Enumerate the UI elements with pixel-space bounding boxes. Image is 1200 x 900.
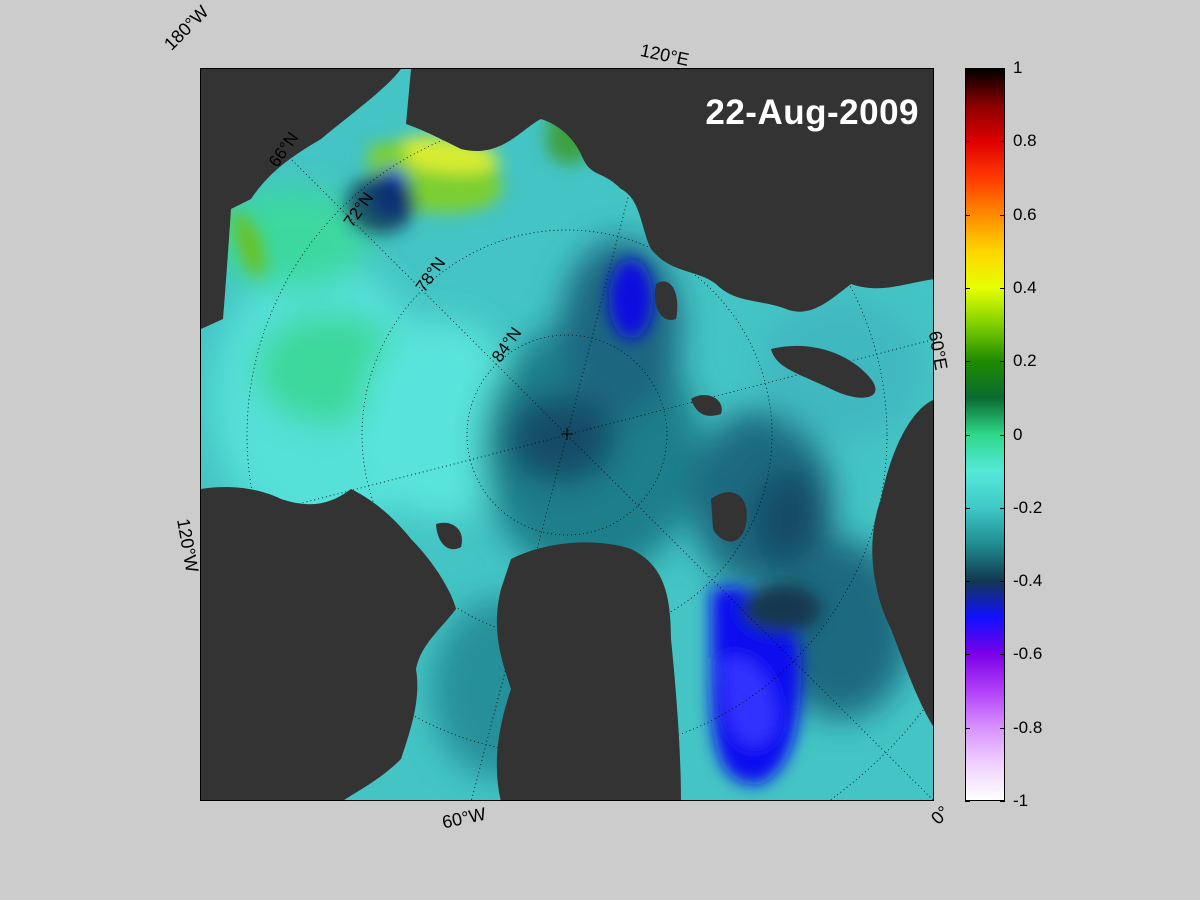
north-pole-marker [561, 428, 573, 440]
colorbar-tick-label: 0.4 [1013, 277, 1037, 297]
colorbar-tick-mark [965, 68, 970, 69]
canadian-archipelago [201, 487, 456, 800]
siberia-landmass [406, 69, 933, 312]
colorbar-tick-mark [965, 654, 970, 656]
colorbar-tick-mark [1000, 654, 1005, 656]
colorbar-tick-mark [965, 214, 970, 216]
scandinavia-landmass [872, 400, 933, 726]
date-label: 22-Aug-2009 [705, 93, 919, 132]
colorbar-tick-label: 0.8 [1013, 131, 1037, 151]
baffin-island [260, 650, 370, 773]
colorbar-tick-mark [965, 361, 970, 363]
svalbard-island [711, 492, 747, 542]
graticule [201, 69, 933, 800]
colorbar-tick-mark [1000, 801, 1005, 802]
colorbar-tick-mark [1000, 287, 1005, 289]
colorbar-tick-mark [1000, 507, 1005, 509]
colorbar-tick-label: 0.2 [1013, 351, 1037, 371]
colorbar [965, 68, 1005, 801]
colorbar-tick-label: 1 [1013, 58, 1023, 77]
colorbar-tick-mark [1000, 214, 1005, 216]
colorbar-tick-mark [965, 581, 970, 583]
map-panel: 22-Aug-2009 [200, 68, 934, 801]
colorbar-tick-label: -0.4 [1013, 571, 1043, 591]
novaya-zemlya-island [771, 345, 876, 398]
colorbar-tick-mark [1000, 727, 1005, 729]
colorbar-tick-label: 0 [1013, 424, 1023, 444]
lon-label-0: 0° [927, 801, 954, 829]
colorbar-tick-mark [1000, 434, 1005, 436]
colorbar-tick-mark [1000, 361, 1005, 363]
colorbar-tick-mark [965, 141, 970, 143]
franz-josef-island [691, 394, 722, 416]
colorbar-tick-label: -0.6 [1013, 644, 1043, 664]
colorbar-tick-label: 0.6 [1013, 204, 1037, 224]
colorbar-tick-mark [965, 801, 970, 802]
landmasses [201, 69, 933, 800]
colorbar-tick-mark [965, 434, 970, 436]
colorbar-tick-mark [965, 507, 970, 509]
severnaya-zemlya-island [654, 281, 678, 320]
lon-label-120e: 120°E [638, 40, 691, 70]
lon-label-60w: 60°W [440, 803, 488, 833]
colorbar-tick-mark [1000, 581, 1005, 583]
colorbar-tick-mark [965, 287, 970, 289]
colorbar-tick-mark [965, 727, 970, 729]
sea-ice-map [201, 69, 933, 800]
lon-label-180w: 180°W [160, 1, 213, 55]
colorbar-tick-mark [1000, 68, 1005, 69]
alaska-landmass [201, 69, 401, 329]
lon-label-120w: 120°W [173, 516, 203, 574]
greenland-landmass [496, 542, 681, 800]
colorbar-tick-mark [1000, 141, 1005, 143]
colorbar-tick-label: -0.8 [1013, 717, 1043, 737]
colorbar-tick-label: -0.2 [1013, 497, 1043, 517]
colorbar-tick-label: -1 [1013, 791, 1029, 810]
